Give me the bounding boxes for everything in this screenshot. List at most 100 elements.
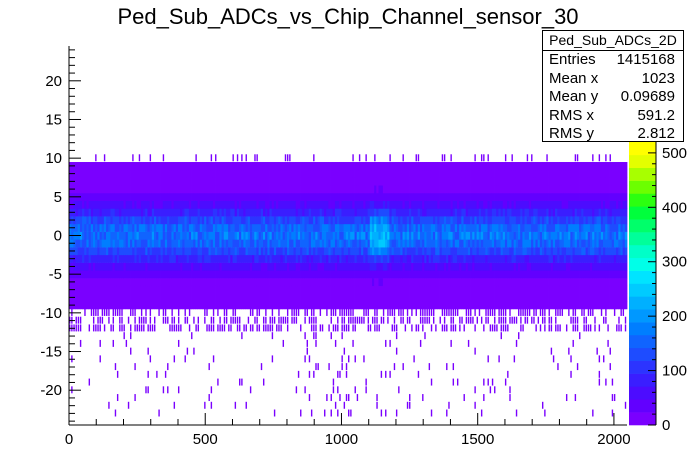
heatmap-cell [565,293,569,302]
heatmap-cell [452,216,456,225]
heatmap-cell [184,200,188,209]
heatmap-cell [123,262,127,271]
heatmap-cell [439,301,443,310]
heatmap-cell [121,169,124,178]
heatmap-cell [459,270,462,279]
heatmap-cell [367,270,371,279]
heatmap-cell [317,270,321,279]
heatmap-cell [271,324,274,332]
heatmap-cell [518,332,520,340]
heatmap-cell [485,192,488,201]
heatmap-cell [282,231,286,240]
heatmap-cell [289,185,292,194]
heatmap-cell [443,154,446,162]
heatmap-cell [548,247,552,256]
heatmap-cell [487,177,491,186]
heatmap-cell [354,247,358,256]
heatmap-cell [225,192,229,201]
heatmap-cell [123,208,127,217]
heatmap-cell [435,231,438,240]
heatmap-cell [345,223,349,232]
heatmap-cell [112,262,116,271]
heatmap-cell [522,301,525,310]
heatmap-cell [154,200,157,209]
heatmap-cell [249,162,253,171]
heatmap-cell [400,316,402,324]
heatmap-cell [533,270,536,279]
heatmap-cell [228,324,230,332]
heatmap-cell [228,177,231,186]
heatmap-cell [354,231,358,240]
heatmap-cell [428,162,432,171]
heatmap-cell [352,200,355,209]
heatmap-cell [376,316,378,324]
heatmap-cell [228,262,231,271]
heatmap-cell [293,216,297,225]
heatmap-cell [487,355,489,363]
heatmap-cell [435,200,438,209]
heatmap-cell [435,239,438,248]
heatmap-cell [531,192,534,201]
heatmap-cell [201,239,205,248]
heatmap-cell [269,192,273,201]
heatmap-cell [489,239,493,248]
heatmap-cell [352,169,355,178]
heatmap-cell [474,177,477,186]
heatmap-cell [533,192,536,201]
heatmap-cell [84,208,87,217]
heatmap-cell [82,231,85,240]
heatmap-cell [352,339,354,347]
heatmap-cell [175,200,179,209]
heatmap-cell [260,363,263,371]
heatmap-cell [182,254,185,263]
heatmap-cell [474,169,477,178]
heatmap-cell [230,216,233,225]
heatmap-cell [334,324,337,332]
heatmap-cell [164,200,168,209]
heatmap-cell [570,162,573,171]
heatmap-cell [500,316,502,324]
heatmap-cell [234,308,237,316]
heatmap-cell [177,324,180,332]
heatmap-cell [171,162,175,171]
heatmap-cell [269,208,273,217]
heatmap-cell [206,169,209,178]
heatmap-cell [391,223,395,232]
heatmap-cell [467,270,471,279]
heatmap-cell [424,308,426,316]
heatmap-cell [162,301,166,310]
heatmap-cell [140,308,143,316]
heatmap-cell [389,231,392,240]
heatmap-cell [232,231,236,240]
heatmap-cell [175,262,179,271]
heatmap-cell [136,239,140,248]
heatmap-cell [557,254,560,263]
heatmap-cell [483,278,486,287]
heatmap-cell [507,270,510,279]
heatmap-cell [223,192,227,201]
heatmap-cell [350,239,353,248]
heatmap-cell [428,216,432,225]
heatmap-cell [430,200,434,209]
heatmap-cell [443,262,447,271]
heatmap-cell [563,293,567,302]
heatmap-cell [252,208,255,217]
heatmap-cell [483,262,486,271]
heatmap-cell [123,247,127,256]
heatmap-cell [92,254,96,263]
heatmap-cell [561,223,565,232]
heatmap-cell [204,401,206,409]
heatmap-cell [138,185,142,194]
heatmap-cell [241,254,244,263]
heatmap-cell [371,200,375,209]
heatmap-cell [154,301,157,310]
heatmap-cell [570,285,573,294]
heatmap-cell [204,208,207,217]
heatmap-cell [162,185,166,194]
heatmap-cell [308,223,312,232]
heatmap-cell [106,247,109,256]
heatmap-cell [173,262,177,271]
heatmap-cell [461,293,464,302]
heatmap-cell [278,177,281,186]
heatmap-cell [317,208,321,217]
